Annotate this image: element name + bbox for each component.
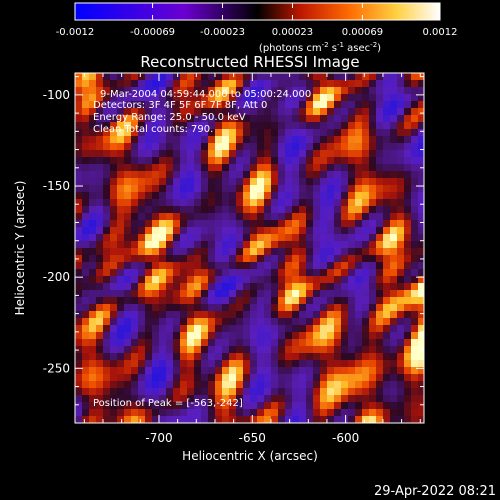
colorbar-unit-label: (photons cm-2 s-1 asec-2): [259, 41, 381, 54]
colorbar: -0.0012 -0.00069 -0.00023 0.00023 0.00069 0.0…: [56, 2, 458, 54]
colorbar-tick-label: -0.0012: [56, 27, 95, 38]
y-axis: -100 -150 -200 -250: [43, 76, 424, 424]
colorbar-tick-label: -0.00069: [130, 27, 175, 38]
colorbar-ticks: -0.0012 -0.00069 -0.00023 0.00023 0.00069 0.0…: [56, 3, 458, 38]
peak-position-text: Position of Peak = [-563,-242]: [93, 398, 243, 409]
rhessi-image: [75, 73, 424, 423]
plot-frame: [74, 72, 425, 424]
y-tick-label: -250: [43, 361, 70, 375]
x-axis-label: Heliocentric X (arcsec): [182, 449, 318, 463]
y-tick-label: -200: [43, 270, 70, 284]
colorbar-tick-label: 0.0012: [423, 27, 458, 38]
footer-timestamp: 29-Apr-2022 08:21: [374, 484, 496, 499]
colorbar-tick-label: 0.00023: [272, 27, 313, 38]
x-axis: -700 -650 -600: [83, 73, 421, 445]
y-axis-label: Heliocentric Y (arcsec): [13, 181, 27, 316]
colorbar-tick-label: -0.00023: [200, 27, 245, 38]
x-tick-label: -650: [239, 431, 266, 445]
colorbar-frame: [74, 2, 441, 21]
detectors-text: Detectors: 3F 4F 5F 6F 7F 8F, Att 0: [93, 100, 267, 111]
y-tick-label: -150: [43, 179, 70, 193]
x-tick-label: -600: [332, 431, 359, 445]
y-tick-label: -100: [43, 88, 70, 102]
observation-info: 9-Mar-2004 04:59:44.000 to 05:00:24.000 …: [93, 89, 311, 135]
colorbar-tick-label: 0.00069: [342, 27, 383, 38]
colorbar-gradient: [75, 3, 440, 20]
energy-range-text: Energy Range: 25.0 - 50.0 keV: [93, 112, 246, 123]
plot-title: Reconstructed RHESSI Image: [140, 53, 359, 71]
x-tick-label: -700: [145, 431, 172, 445]
time-range-text: 9-Mar-2004 04:59:44.000 to 05:00:24.000: [100, 89, 311, 100]
clean-counts-text: Clean Total counts: 790.: [93, 124, 213, 135]
